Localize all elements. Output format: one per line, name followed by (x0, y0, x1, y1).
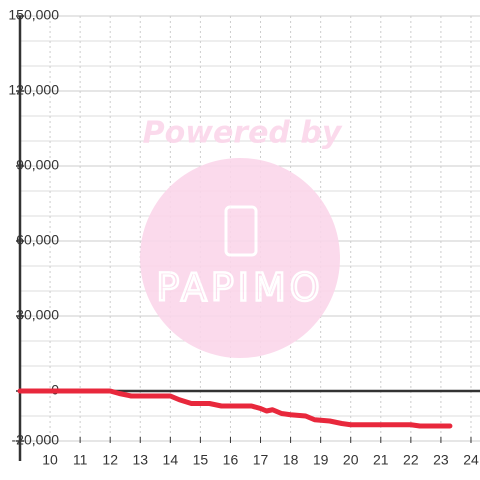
data-line (17, 388, 453, 429)
y-tick-label: 90,000 (16, 157, 59, 173)
y-tick-label: 120,000 (8, 82, 59, 98)
x-tick-label: 19 (313, 452, 329, 468)
watermark-circle (140, 158, 340, 358)
x-tick-label: 18 (283, 452, 299, 468)
x-tick-label: 23 (433, 452, 449, 468)
plot: 150,000120,00090,00060,00030,0000-20,000… (8, 7, 480, 468)
x-tick-label: 22 (403, 452, 419, 468)
y-tick-label: 30,000 (16, 307, 59, 323)
watermark-logo: PAPIMO (156, 266, 323, 310)
x-tick-label: 12 (102, 452, 118, 468)
watermark: Powered by PAPIMO (140, 116, 343, 358)
x-tick-label: 11 (73, 452, 88, 468)
x-tick-label: 14 (163, 452, 179, 468)
watermark-icon (224, 205, 258, 257)
x-tick-label: 10 (42, 452, 58, 468)
y-tick-label: -20,000 (12, 432, 60, 448)
watermark-text: Powered by (143, 116, 343, 151)
x-tick-label: 17 (253, 452, 269, 468)
x-tick-label: 24 (463, 452, 479, 468)
y-tick-label: 60,000 (16, 232, 59, 248)
x-tick-label: 15 (193, 452, 209, 468)
x-tick-label: 20 (343, 452, 359, 468)
x-tick-label: 16 (223, 452, 239, 468)
x-tick-label: 21 (373, 452, 389, 468)
y-tick-label: 150,000 (8, 7, 59, 23)
x-tick-label: 13 (132, 452, 148, 468)
